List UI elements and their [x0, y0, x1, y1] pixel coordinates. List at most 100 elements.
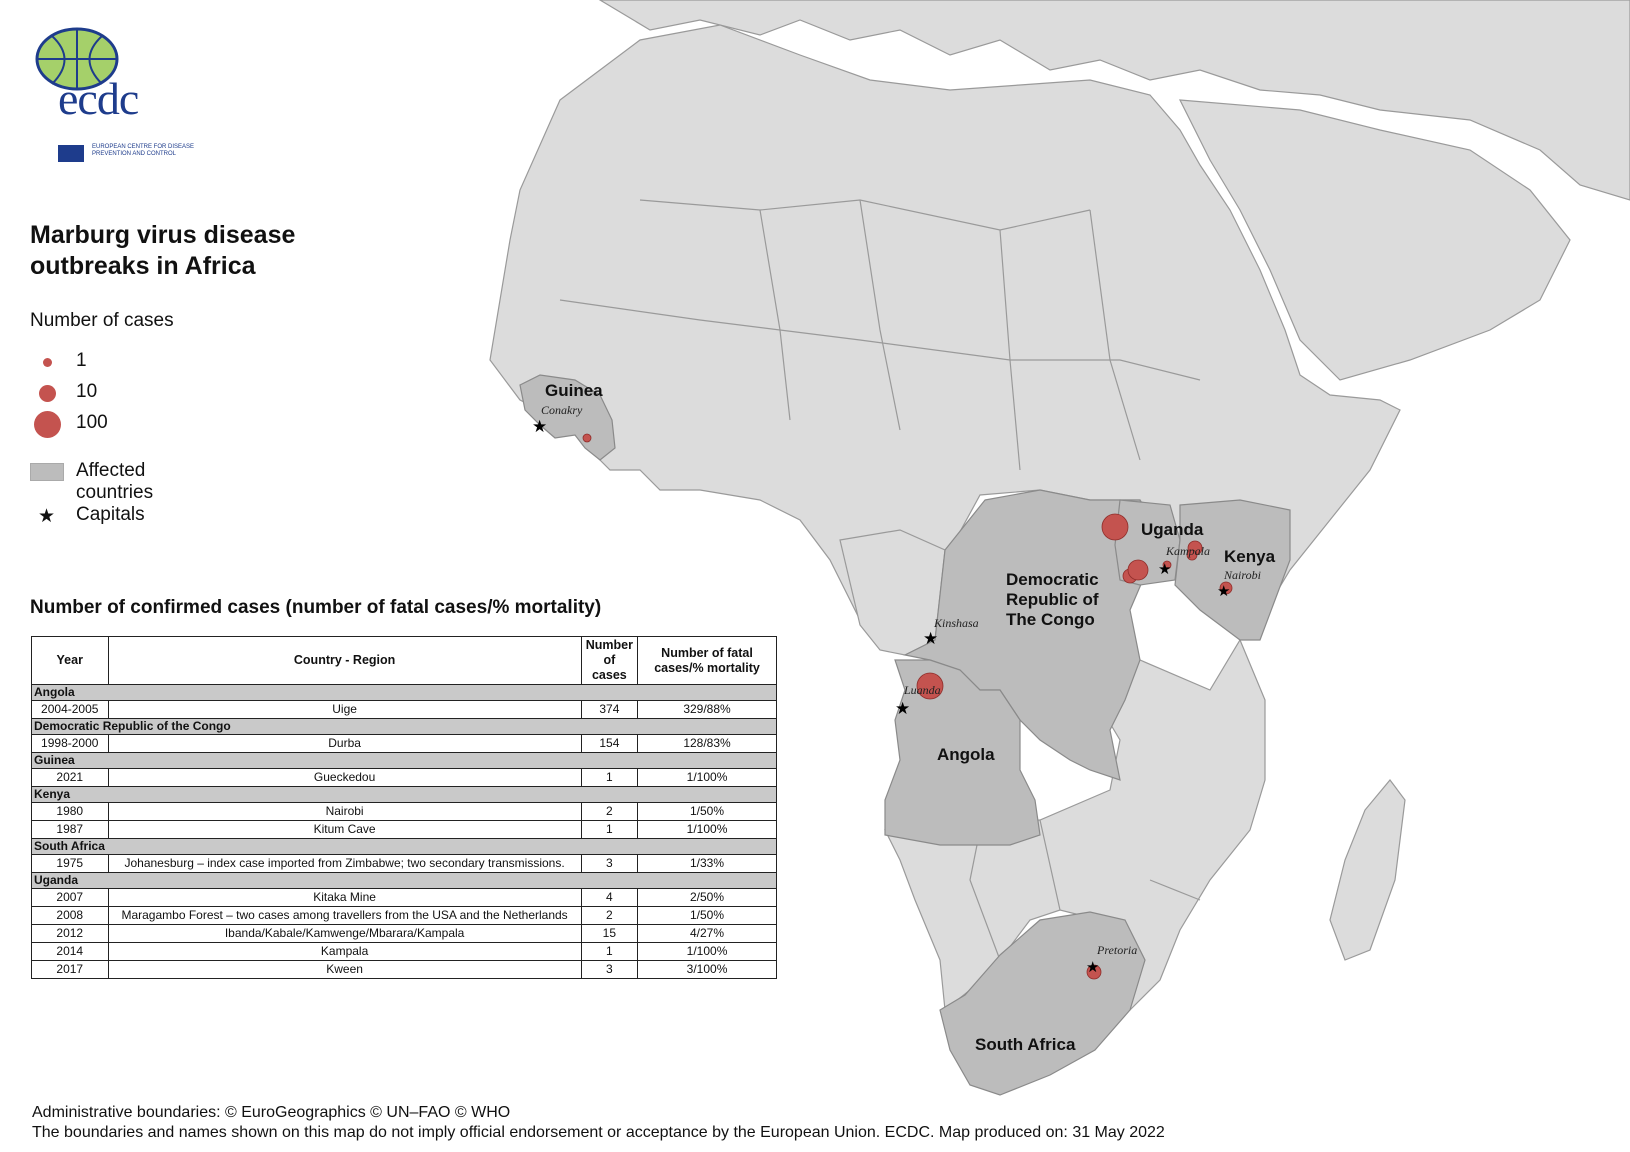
- table-group-row: Kenya: [31, 786, 777, 803]
- country-label-drc-line1: Democratic: [1006, 570, 1099, 589]
- legend-item-100: 100: [30, 410, 174, 446]
- year-cell: 2012: [31, 924, 109, 943]
- capital-label-kampala: Kampala: [1165, 544, 1210, 558]
- year-cell: 1998-2000: [31, 734, 109, 753]
- fatal-cell: 1/100%: [637, 768, 777, 787]
- legend-label-100: 100: [76, 412, 108, 433]
- capital-labels: Conakry Kinshasa Luanda Kampala Nairobi …: [541, 403, 1261, 957]
- outbreak-marker-durba: [1101, 513, 1129, 541]
- table-row: 1980 Nairobi 2 1/50%: [31, 802, 777, 821]
- capital-star-luanda: ★: [895, 699, 910, 718]
- header-year: Year: [31, 636, 109, 685]
- table-row: 1975 Johanesburg – index case imported fr…: [31, 854, 777, 873]
- footer-disclaimer: The boundaries and names shown on this m…: [32, 1124, 1165, 1141]
- fatal-cell: 2/50%: [637, 888, 777, 907]
- table-row: 1998-2000 Durba 154 128/83%: [31, 734, 777, 753]
- country-label-drc-line3: The Congo: [1006, 610, 1095, 629]
- table-row: 2017 Kween 3 3/100%: [31, 960, 777, 979]
- year-cell: 1980: [31, 802, 109, 821]
- table-row: 2008 Maragambo Forest – two cases among t…: [31, 906, 777, 925]
- capital-star-nairobi: ★: [1217, 583, 1230, 600]
- region-cell: Kampala: [107, 942, 582, 961]
- table-row: 1987 Kitum Cave 1 1/100%: [31, 820, 777, 839]
- cases-cell: 2: [580, 906, 639, 925]
- legend-item-affected: Affected countries: [30, 458, 174, 503]
- year-cell: 2017: [31, 960, 109, 979]
- header-country-region: Country - Region: [107, 636, 582, 685]
- legend-label-10: 10: [76, 381, 98, 402]
- fatal-cell: 3/100%: [637, 960, 777, 979]
- outbreak-markers: [582, 433, 1233, 980]
- table-row: 2021 Gueckedou 1 1/100%: [31, 768, 777, 787]
- country-shape-south-africa: [939, 911, 1146, 1096]
- fatal-cell: 1/50%: [637, 802, 777, 821]
- country-label-drc-line2: Republic of: [1006, 590, 1099, 609]
- table-group-row: Democratic Republic of the Congo: [31, 718, 777, 735]
- capital-star-pretoria: ★: [1086, 959, 1099, 976]
- year-cell: 2007: [31, 888, 109, 907]
- group-country-cell: Democratic Republic of the Congo: [31, 718, 777, 735]
- country-label-uganda: Uganda: [1141, 520, 1204, 539]
- legend-heading: Number of cases: [30, 310, 174, 331]
- fatal-cell: 4/27%: [637, 924, 777, 943]
- region-cell: Ibanda/Kabale/Kamwenge/Mbarara/Kampala: [107, 924, 582, 943]
- region-cell: Kitaka Mine: [107, 888, 582, 907]
- fatal-cell: 1/100%: [637, 820, 777, 839]
- affected-swatch: [30, 463, 64, 481]
- capital-label-kinshasa: Kinshasa: [933, 616, 979, 630]
- country-label-south-africa: South Africa: [975, 1035, 1076, 1054]
- region-cell: Kween: [107, 960, 582, 979]
- group-country-cell: South Africa: [31, 838, 777, 855]
- table-title: Number of confirmed cases (number of fat…: [30, 597, 602, 618]
- cases-cell: 3: [580, 854, 639, 873]
- cases-table-body: Angola 2004-2005 Uige 374 329/88% Democratic …: [31, 684, 777, 979]
- map-title: Marburg virus disease outbreaks in Afric…: [30, 221, 296, 280]
- country-shape-kenya: [1174, 499, 1291, 641]
- region-cell: Johanesburg – index case imported from Z…: [107, 854, 582, 873]
- outbreak-marker-kampala: [1162, 560, 1172, 570]
- star-icon: ★: [38, 505, 56, 527]
- outbreak-marker-johanesburg: [1086, 964, 1102, 980]
- region-cell: Gueckedou: [107, 768, 582, 787]
- header-fatal-cases: Number of fatal cases/% mortality: [637, 636, 777, 685]
- capital-label-nairobi: Nairobi: [1223, 568, 1261, 582]
- table-group-row: Uganda: [31, 872, 777, 889]
- outbreak-marker-gueckedou: [582, 433, 592, 443]
- legend-item-1: 1: [30, 348, 174, 379]
- cases-table: Year Country - Region Number of cases Nu…: [31, 636, 777, 979]
- legend-item-10: 10: [30, 379, 174, 410]
- table-row: 2014 Kampala 1 1/100%: [31, 942, 777, 961]
- region-cell: Kitum Cave: [107, 820, 582, 839]
- legend-dot-small: [42, 357, 52, 367]
- table-group-row: South Africa: [31, 838, 777, 855]
- fatal-cell: 1/33%: [637, 854, 777, 873]
- year-cell: 1987: [31, 820, 109, 839]
- globe-icon: [35, 27, 119, 91]
- country-label-kenya: Kenya: [1224, 547, 1276, 566]
- map-legend: Number of cases 1 10 100 Affected countr…: [30, 310, 174, 533]
- year-cell: 2008: [31, 906, 109, 925]
- country-shape-angola: [884, 659, 1041, 846]
- legend-label-affected: Affected countries: [76, 460, 154, 503]
- outbreak-marker-uige: [916, 672, 944, 700]
- eu-flag-icon: [58, 145, 84, 162]
- table-row: 2012 Ibanda/Kabale/Kamwenge/Mbarara/Kampa…: [31, 924, 777, 943]
- region-cell: Uige: [107, 700, 582, 719]
- year-cell: 2004-2005: [31, 700, 109, 719]
- country-label-guinea: Guinea: [545, 381, 603, 400]
- fatal-cell: 329/88%: [637, 700, 777, 719]
- arabia-land: [1178, 99, 1571, 381]
- cases-cell: 1: [580, 820, 639, 839]
- fatal-cell: 1/50%: [637, 906, 777, 925]
- capital-star-kampala: ★: [1158, 561, 1171, 578]
- region-cell: Nairobi: [107, 802, 582, 821]
- legend-dot-medium: [38, 384, 56, 402]
- country-labels: Guinea Democratic Republic of The Congo …: [545, 381, 1276, 1054]
- capital-label-conakry: Conakry: [541, 403, 583, 417]
- legend-label-capitals: Capitals: [76, 504, 145, 525]
- cases-cell: 1: [580, 942, 639, 961]
- logo-subtitle: EUROPEAN CENTRE FOR DISEASE PREVENTION A…: [92, 144, 195, 157]
- cases-cell: 154: [580, 734, 639, 753]
